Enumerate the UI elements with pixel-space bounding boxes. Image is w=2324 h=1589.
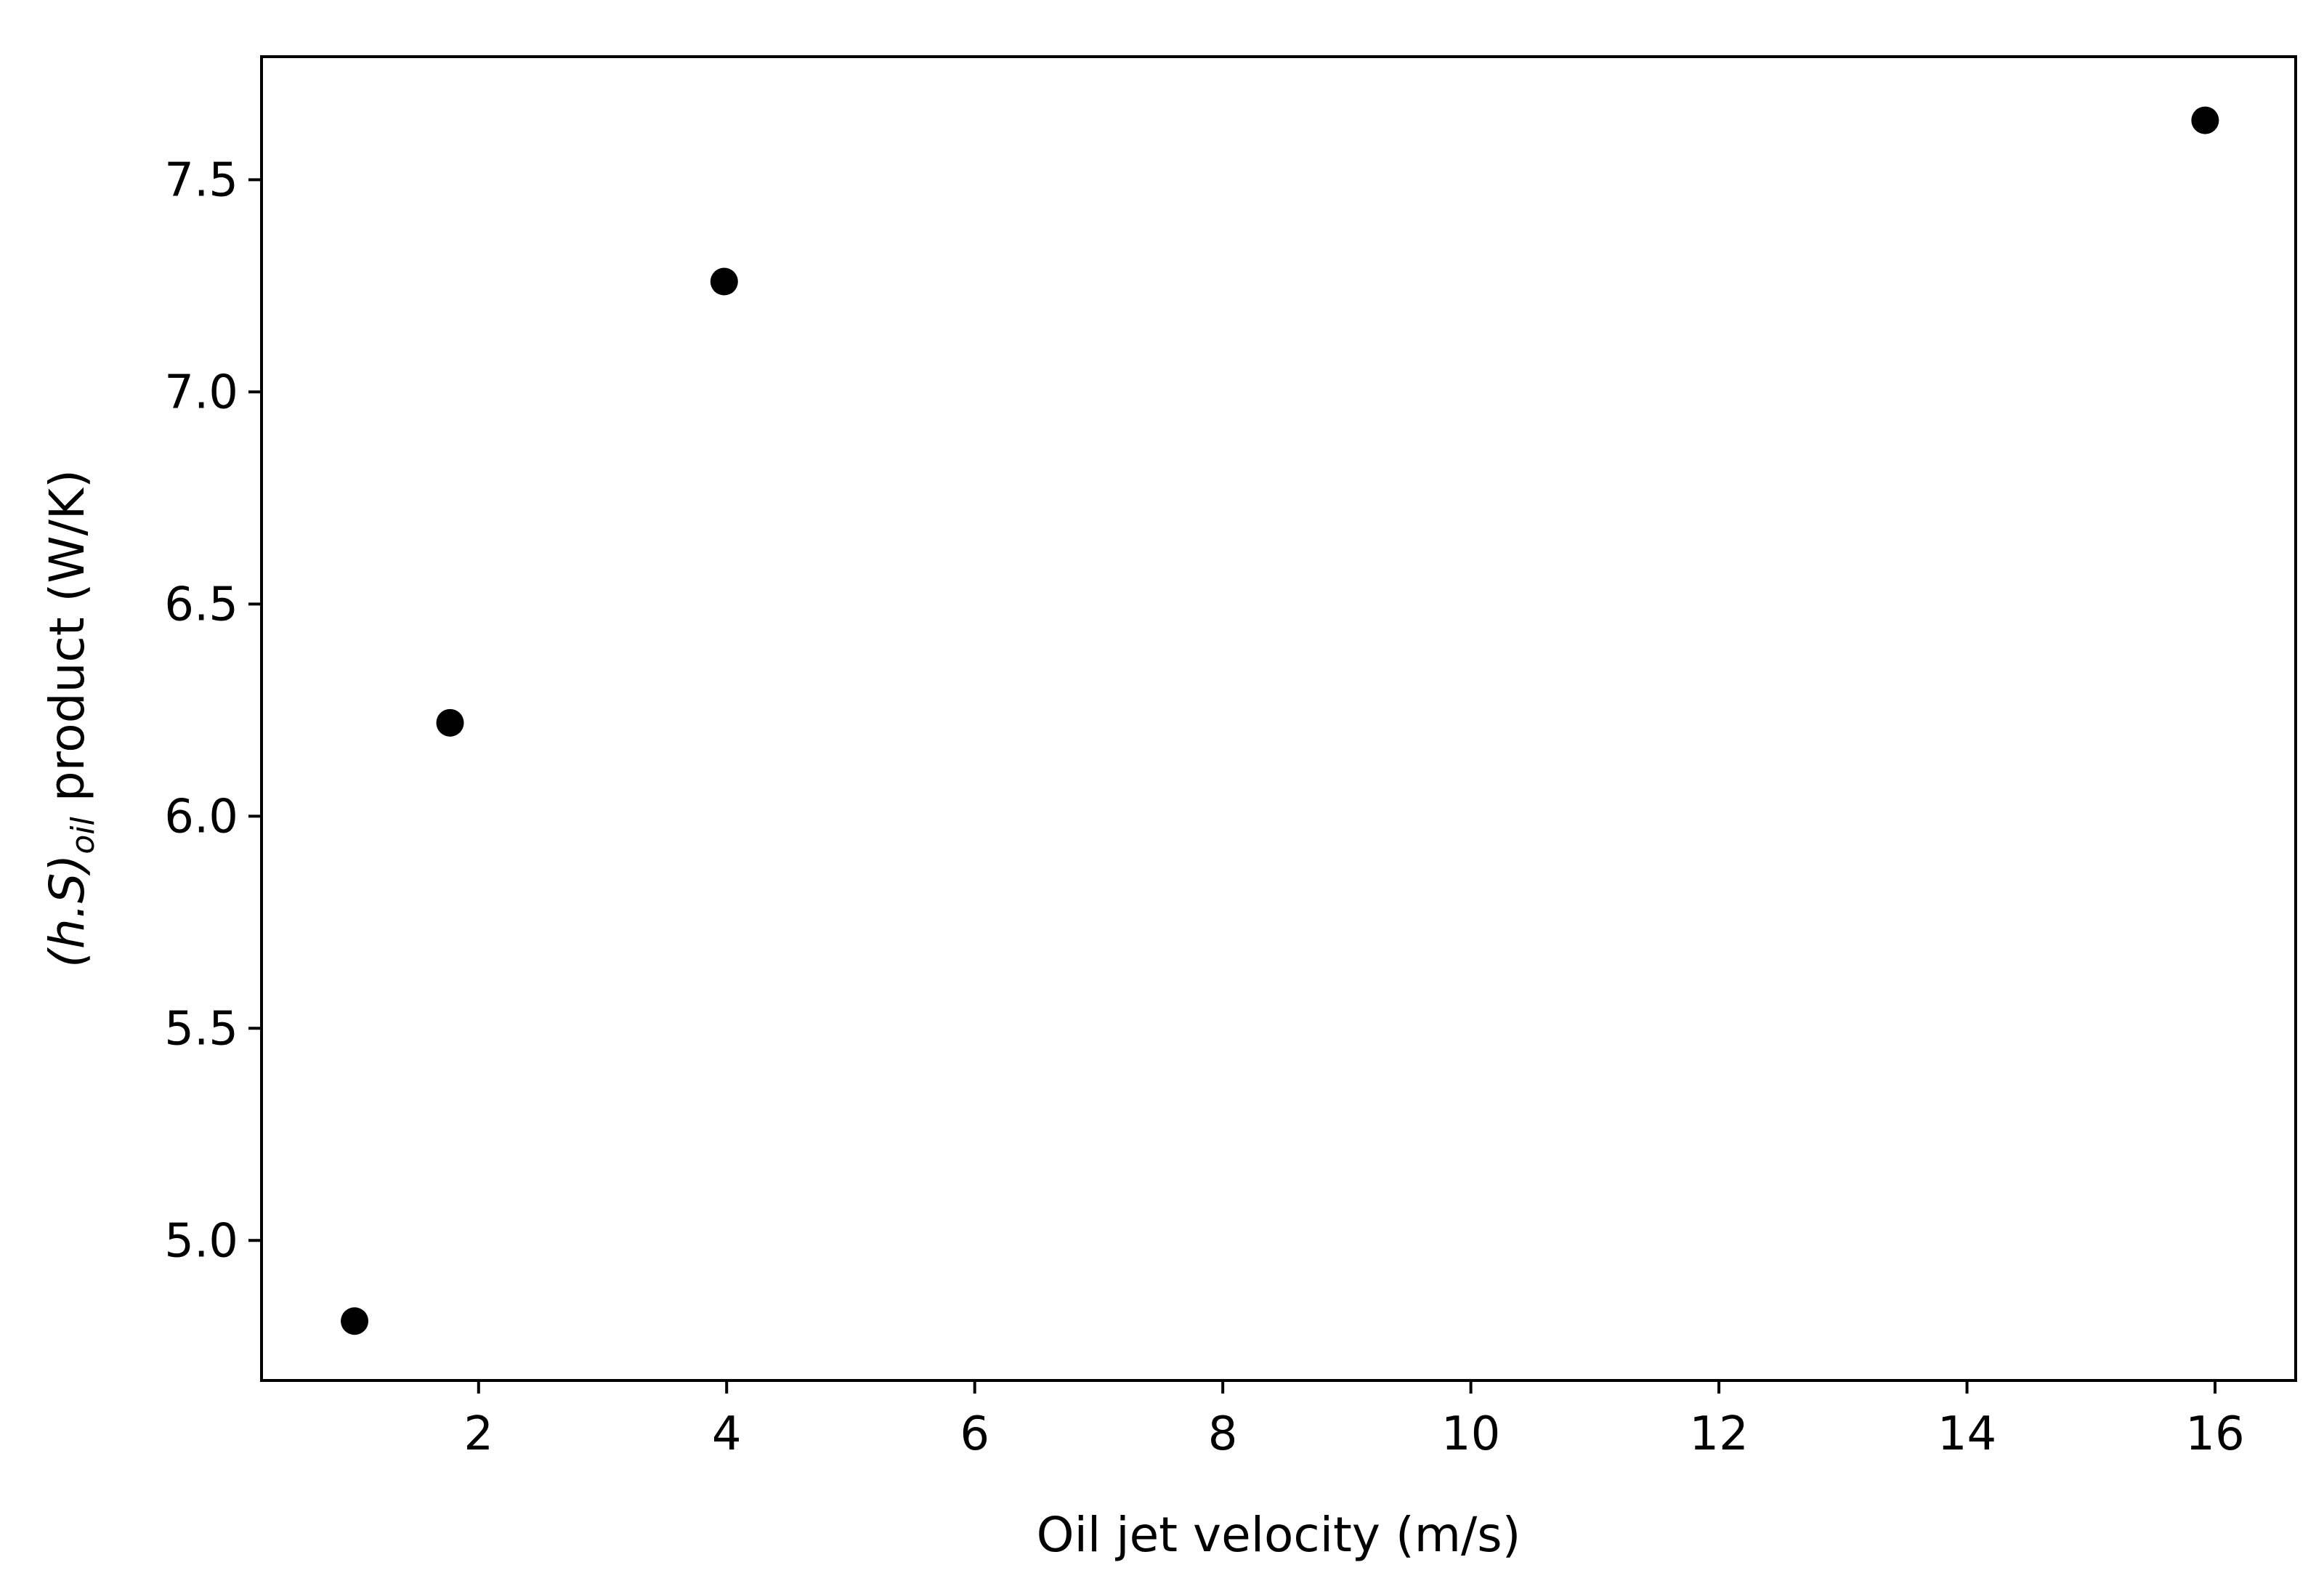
y-axis: 5.0 5.5 6.0 6.5 7.0 7.5	[164, 153, 262, 1268]
x-tick-label: 6	[960, 1407, 989, 1461]
y-tick-label: 7.5	[164, 153, 238, 207]
y-tick-label: 7.0	[164, 365, 238, 419]
plot-area	[260, 55, 2297, 1382]
x-tick-label: 2	[463, 1407, 493, 1461]
y-tick-label: 5.5	[164, 1002, 238, 1056]
x-tick-label: 12	[1689, 1407, 1748, 1461]
x-tick-label: 14	[1938, 1407, 1996, 1461]
data-point	[436, 708, 464, 737]
y-axis-label: (h.S)oil product (W/K)	[39, 469, 102, 968]
y-tick-label: 6.0	[164, 790, 238, 844]
data-point	[2191, 106, 2219, 134]
y-tick-label: 5.0	[164, 1214, 238, 1268]
y-axis-label-prefix: (h.S)	[39, 854, 95, 968]
x-tick-label: 10	[1441, 1407, 1500, 1461]
x-axis: 2 4 6 8 10 12 14 16	[463, 1380, 2245, 1461]
data-points	[341, 106, 2219, 1335]
x-tick-label: 8	[1208, 1407, 1238, 1461]
data-point	[710, 267, 738, 296]
y-axis-label-suffix: product (W/K)	[39, 469, 95, 817]
y-tick-label: 6.5	[164, 578, 238, 631]
x-tick-label: 4	[712, 1407, 742, 1461]
x-axis-label: Oil jet velocity (m/s)	[1037, 1507, 1521, 1563]
y-axis-label-subscript: oil	[65, 816, 102, 854]
data-point	[341, 1307, 369, 1335]
x-tick-label: 16	[2185, 1407, 2244, 1461]
